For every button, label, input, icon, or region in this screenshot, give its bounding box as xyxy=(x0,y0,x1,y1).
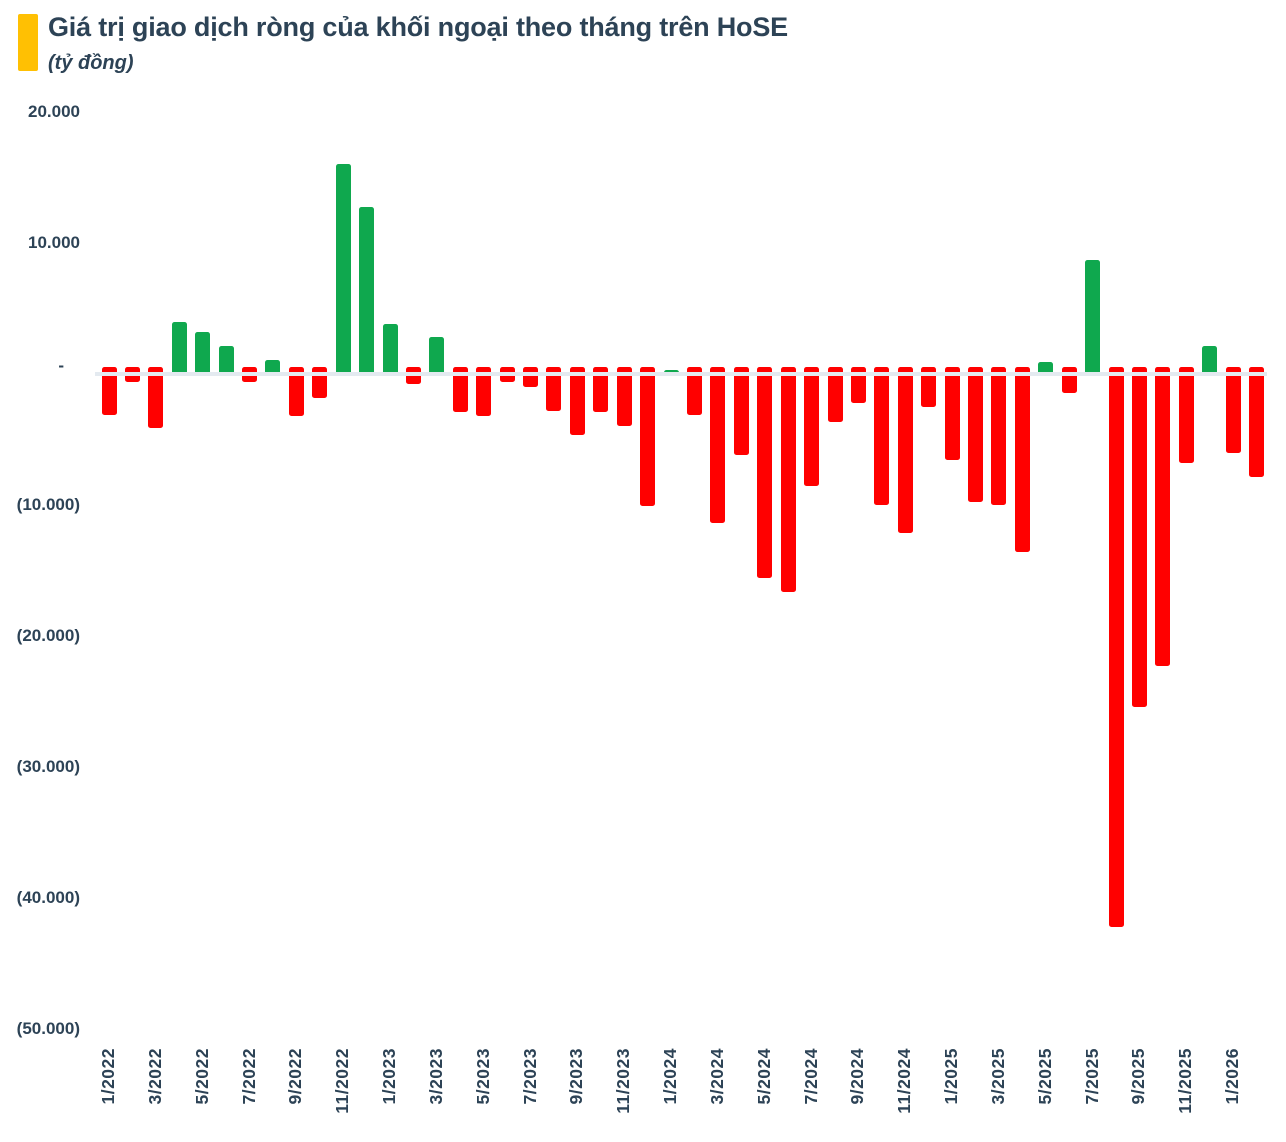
bar-6/2024 xyxy=(780,367,796,593)
bar-11/2023 xyxy=(616,367,632,427)
x-tick-label-3/2025: 3/2025 xyxy=(987,1048,1008,1105)
x-tick-label-1/2026: 1/2026 xyxy=(1222,1048,1243,1105)
y-tick-label: (40.000) xyxy=(16,888,80,907)
x-tick-label-11/2023: 11/2023 xyxy=(613,1048,634,1114)
x-tick-label-5/2024: 5/2024 xyxy=(753,1048,774,1105)
y-tick-label: (10.000) xyxy=(16,495,80,514)
y-tick-label: (20.000) xyxy=(16,626,80,645)
bar-5/2023 xyxy=(476,367,492,416)
x-tick-label-5/2023: 5/2023 xyxy=(472,1048,493,1105)
x-tick-label-9/2025: 9/2025 xyxy=(1128,1048,1149,1105)
title-accent-bar xyxy=(18,14,38,71)
x-tick-label-11/2022: 11/2022 xyxy=(332,1048,353,1114)
bar-3/2023 xyxy=(429,337,445,376)
x-tick-label-1/2025: 1/2025 xyxy=(941,1048,962,1105)
bar-3/2024 xyxy=(710,367,726,524)
x-tick-label-3/2022: 3/2022 xyxy=(144,1048,165,1105)
bar-12/2023 xyxy=(640,367,656,507)
x-tick-label-7/2023: 7/2023 xyxy=(519,1048,540,1105)
bar-12/2024 xyxy=(921,367,937,407)
bar-4/2022 xyxy=(171,321,187,376)
bar-1/2025 xyxy=(944,367,960,461)
bar-4/2024 xyxy=(733,367,749,456)
bar-3/2025 xyxy=(991,367,1007,505)
y-axis: 20.000 10.000 - (10.000) (20.000) (30.000) (40… xyxy=(8,0,80,1142)
bar-5/2022 xyxy=(195,332,211,376)
bar-2/2026 xyxy=(1249,367,1265,478)
bar-7/2024 xyxy=(804,367,820,486)
x-tick-label-9/2024: 9/2024 xyxy=(847,1048,868,1105)
bar-11/2024 xyxy=(897,367,913,533)
x-tick-label-7/2022: 7/2022 xyxy=(238,1048,259,1105)
x-tick-label-11/2025: 11/2025 xyxy=(1175,1048,1196,1114)
bar-12/2025 xyxy=(1202,346,1218,376)
bar-1/2023 xyxy=(382,324,398,376)
y-tick-label: (50.000) xyxy=(16,1019,80,1038)
y-tick-label: 10.000 xyxy=(28,233,80,252)
x-tick-label-7/2025: 7/2025 xyxy=(1081,1048,1102,1105)
chart-title: Giá trị giao dịch ròng của khối ngoại th… xyxy=(48,12,788,42)
bar-2/2024 xyxy=(687,367,702,415)
bar-8/2024 xyxy=(827,367,843,423)
x-tick-label-3/2024: 3/2024 xyxy=(706,1048,727,1105)
y-tick-label: 20.000 xyxy=(28,102,80,121)
x-tick-label-5/2022: 5/2022 xyxy=(191,1048,212,1105)
bar-1/2022 xyxy=(101,367,117,415)
x-tick-label-9/2022: 9/2022 xyxy=(285,1048,306,1105)
bar-3/2022 xyxy=(148,367,164,428)
bar-10/2025 xyxy=(1155,367,1171,667)
bar-6/2022 xyxy=(218,346,234,376)
bar-10/2024 xyxy=(874,367,890,505)
y-tick-label: (30.000) xyxy=(16,757,80,776)
x-tick-label-1/2022: 1/2022 xyxy=(98,1048,118,1105)
zero-axis-line xyxy=(95,372,1267,376)
x-tick-label-7/2024: 7/2024 xyxy=(800,1048,821,1105)
bar-4/2025 xyxy=(1014,367,1030,553)
x-tick-label-11/2024: 11/2024 xyxy=(894,1048,915,1114)
x-tick-label-5/2025: 5/2025 xyxy=(1034,1048,1055,1105)
bar-8/2025 xyxy=(1108,367,1124,927)
bar-5/2024 xyxy=(757,367,773,579)
bar-4/2023 xyxy=(452,367,468,412)
y-tick-label: - xyxy=(58,356,64,375)
x-tick-label-1/2023: 1/2023 xyxy=(379,1048,400,1105)
bar-9/2025 xyxy=(1131,367,1147,707)
x-tick-label-9/2023: 9/2023 xyxy=(566,1048,587,1105)
bar-2/2025 xyxy=(968,367,984,502)
x-tick-label-3/2023: 3/2023 xyxy=(425,1048,446,1105)
bar-8/2022 xyxy=(265,359,281,376)
x-tick-label-1/2024: 1/2024 xyxy=(660,1048,681,1105)
bar-11/2025 xyxy=(1178,367,1194,464)
bar-9/2022 xyxy=(288,367,304,416)
bar-11/2022 xyxy=(335,164,351,376)
bar-9/2023 xyxy=(569,367,585,435)
bar-1/2026 xyxy=(1225,367,1241,453)
bar-10/2023 xyxy=(593,367,609,412)
bar-12/2022 xyxy=(359,206,375,376)
bar-7/2025 xyxy=(1085,260,1101,376)
chart-unit-label: (tỷ đồng) xyxy=(48,52,134,74)
bar-8/2023 xyxy=(546,367,562,411)
